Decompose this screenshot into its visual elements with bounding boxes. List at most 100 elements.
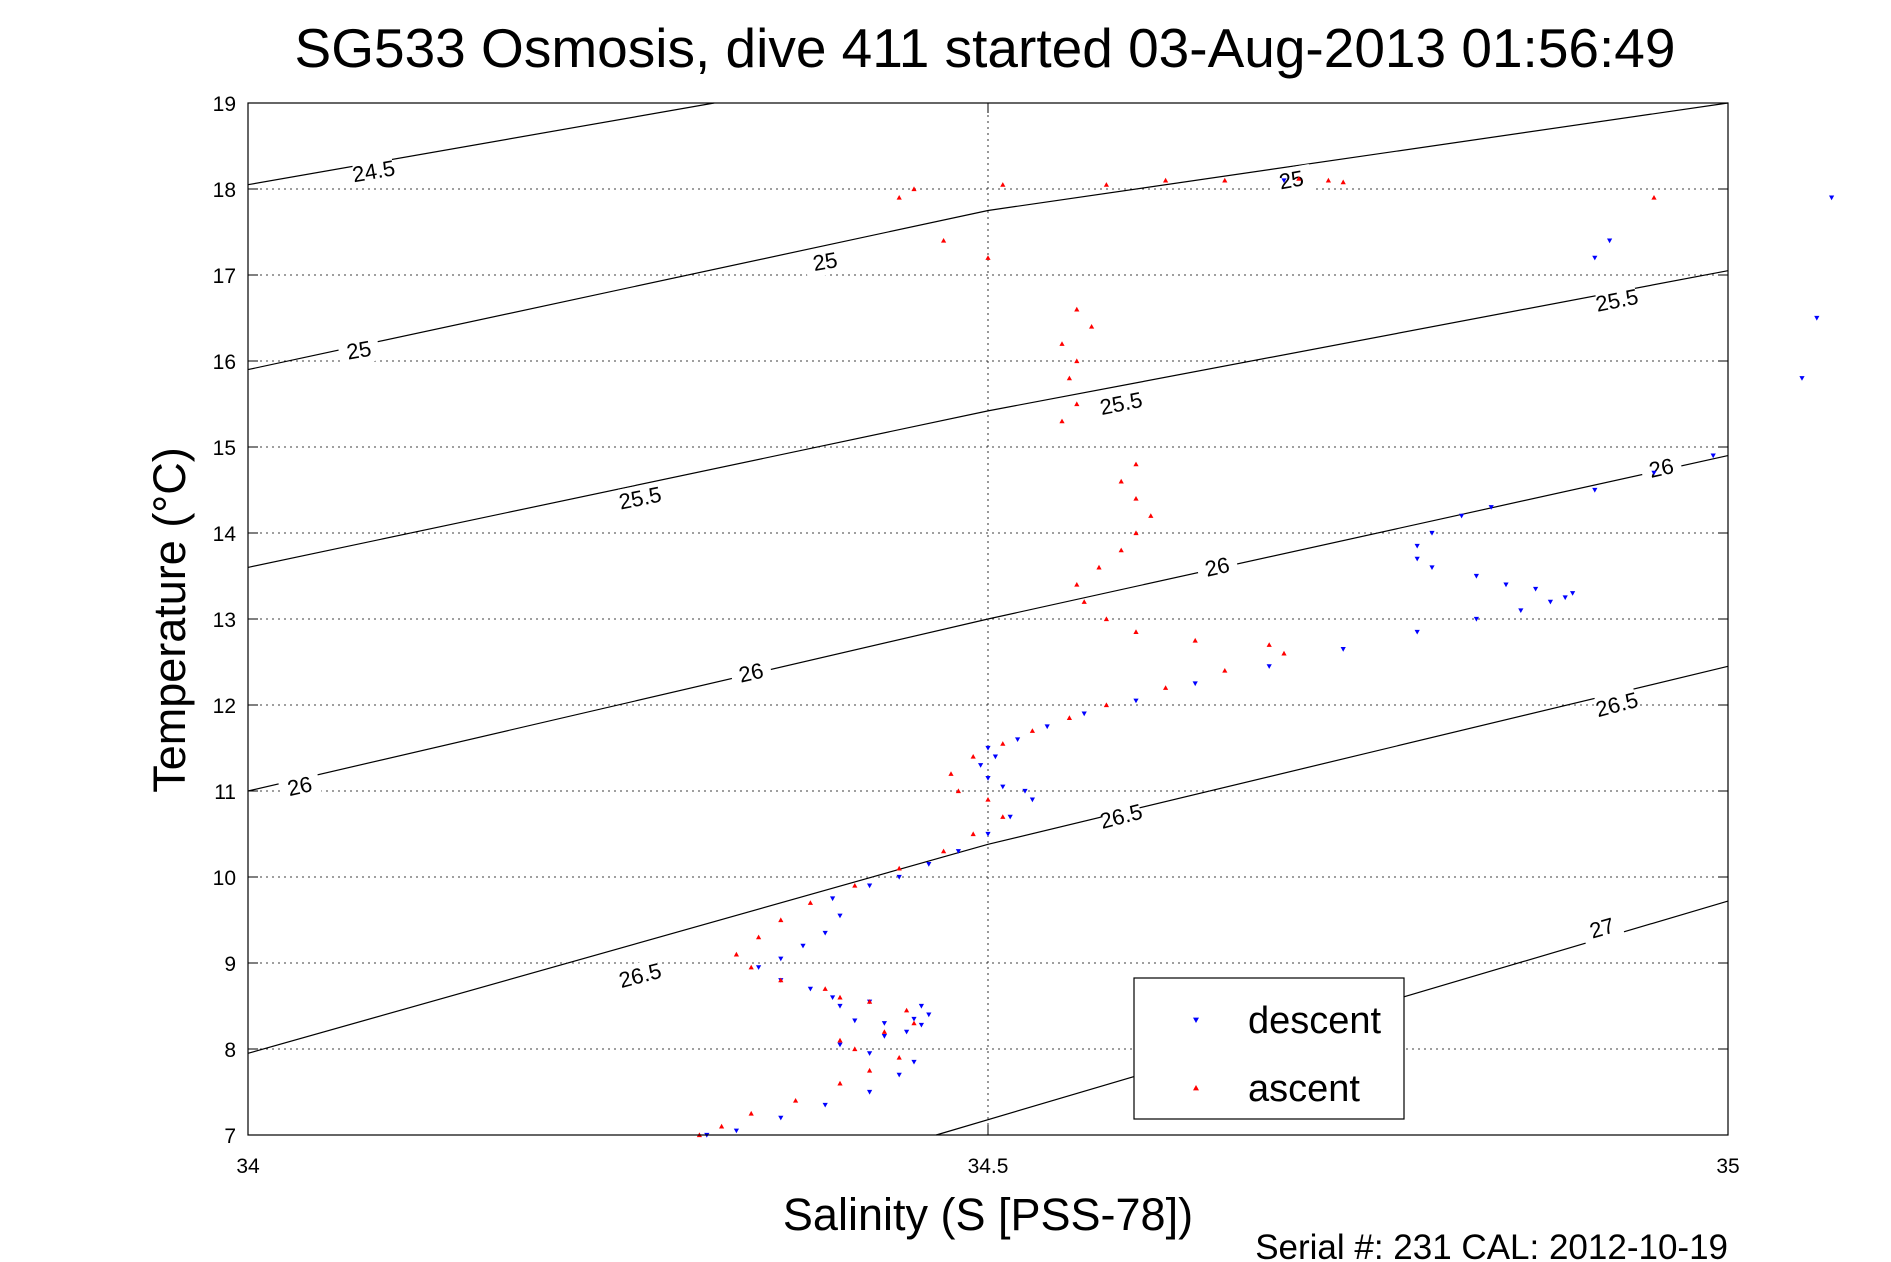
descent-point: [1133, 698, 1139, 704]
contour-label-backdrop: [351, 155, 396, 189]
chart-title: SG533 Osmosis, dive 411 started 03-Aug-2…: [295, 17, 1676, 79]
ascent-point: [881, 1029, 887, 1034]
descent-point: [1266, 664, 1272, 669]
ascent-point: [1118, 478, 1124, 484]
descent-point: [926, 862, 932, 867]
contour-label: 26: [736, 658, 765, 688]
grid-layer: [248, 103, 1728, 1135]
ascent-point: [904, 1007, 910, 1013]
y-tick-label: 17: [213, 265, 236, 288]
contour-label: 25: [811, 247, 840, 276]
descent-point: [896, 1072, 902, 1078]
descent-point: [778, 956, 784, 962]
ascent-point: [1148, 513, 1154, 518]
x-tick-label: 34: [236, 1155, 260, 1178]
descent-point: [1473, 616, 1479, 622]
descent-point: [992, 754, 998, 760]
ascent-point: [1074, 401, 1080, 407]
descent-point: [837, 1003, 843, 1009]
ascent-point: [1000, 741, 1006, 746]
contour-label-backdrop: [1579, 910, 1626, 947]
ascent-point: [896, 865, 902, 871]
ascent-point: [778, 977, 784, 983]
descent-point: [881, 1021, 887, 1026]
descent-point: [985, 831, 991, 837]
descent-point: [1799, 376, 1805, 381]
descent-point: [1814, 315, 1820, 321]
plot-area: 24.525252525.525.525.52626262626.526.526…: [247, 102, 1835, 1138]
ascent-point: [1103, 702, 1109, 708]
ascent-point: [1029, 728, 1035, 733]
density-contour: 26 26 26 26: [247, 451, 1729, 804]
descent-point: [1015, 737, 1021, 742]
contour-label: 25: [1277, 165, 1306, 194]
descent-point: [1340, 647, 1346, 652]
ascent-point: [1118, 547, 1124, 553]
contour-label: 25: [345, 336, 374, 365]
ascent-point: [948, 771, 954, 776]
ascent-point: [852, 883, 858, 888]
descent-point: [1044, 724, 1050, 730]
descent-point: [778, 1115, 784, 1121]
x-tick-labels: 34 34.5 35: [236, 1155, 1739, 1178]
ascent-point: [1074, 582, 1080, 587]
y-tick-label: 13: [213, 609, 236, 632]
density-contour-line: [247, 270, 1729, 568]
descent-point: [1518, 608, 1524, 613]
x-tick-label: 35: [1716, 1155, 1739, 1178]
contour-label: 26: [285, 771, 314, 801]
density-contour: 24.5: [247, 102, 715, 189]
density-contour-line: [247, 102, 1729, 371]
descent-point: [1429, 530, 1435, 536]
descent-point: [837, 913, 843, 919]
ascent-point: [941, 238, 947, 243]
contour-label-backdrop: [277, 769, 323, 804]
descent-point: [881, 1034, 887, 1039]
ascent-point: [867, 1067, 873, 1073]
contour-label-backdrop: [617, 958, 663, 994]
descent-point: [1414, 556, 1420, 562]
ascent-point: [1340, 179, 1346, 185]
density-contour-line: [247, 102, 715, 186]
descent-point: [911, 1059, 917, 1065]
ascent-point: [1103, 182, 1109, 187]
descent-point: [926, 1012, 932, 1018]
y-tick-label: 12: [213, 695, 236, 718]
y-tick-label: 11: [214, 781, 236, 804]
descent-point: [904, 1029, 910, 1035]
ascent-point: [1066, 375, 1072, 381]
legend-box: [1133, 977, 1405, 1120]
ascent-point: [1296, 176, 1302, 181]
ascent-point: [911, 1020, 917, 1026]
ascent-point: [867, 999, 873, 1004]
y-tick-label: 9: [224, 953, 236, 976]
descent-point: [1429, 565, 1435, 570]
ascent-point: [756, 934, 762, 940]
ascent-point: [1000, 182, 1006, 187]
descent-point: [800, 943, 806, 949]
descent-point: [1022, 788, 1028, 794]
descent-point: [1414, 543, 1420, 549]
ascent-point: [1074, 358, 1080, 364]
ascent-point: [807, 900, 813, 905]
x-axis-label: Salinity (S [PSS-78]): [783, 1189, 1193, 1240]
ascent-point: [1074, 306, 1080, 312]
descent-point: [1473, 573, 1479, 579]
ascent-point: [970, 754, 976, 759]
descent-point: [1459, 513, 1465, 519]
ascent-point: [1081, 599, 1087, 604]
descent-point: [985, 745, 991, 751]
descent-point: [918, 1022, 924, 1028]
ascent-point: [1133, 496, 1139, 501]
descent-point: [830, 995, 836, 1000]
ascent-point: [1163, 177, 1169, 183]
ascent-point: [1133, 530, 1139, 536]
ascent-point: [748, 1110, 754, 1116]
y-tick-label: 14: [213, 523, 237, 546]
descent-series: [704, 178, 1835, 1138]
contour-label-backdrop: [803, 245, 848, 279]
legend-items: descent ascent: [1193, 1000, 1382, 1110]
data-points: [696, 176, 1835, 1138]
contour-label-backdrop: [1594, 284, 1640, 318]
